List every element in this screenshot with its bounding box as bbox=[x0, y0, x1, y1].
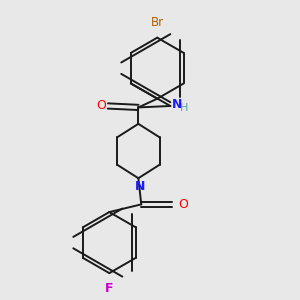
Text: O: O bbox=[178, 198, 188, 211]
Text: H: H bbox=[180, 103, 188, 113]
Text: F: F bbox=[105, 282, 114, 295]
Text: O: O bbox=[97, 100, 106, 112]
Text: N: N bbox=[135, 180, 145, 193]
Text: N: N bbox=[172, 98, 182, 111]
Text: Br: Br bbox=[151, 16, 164, 29]
